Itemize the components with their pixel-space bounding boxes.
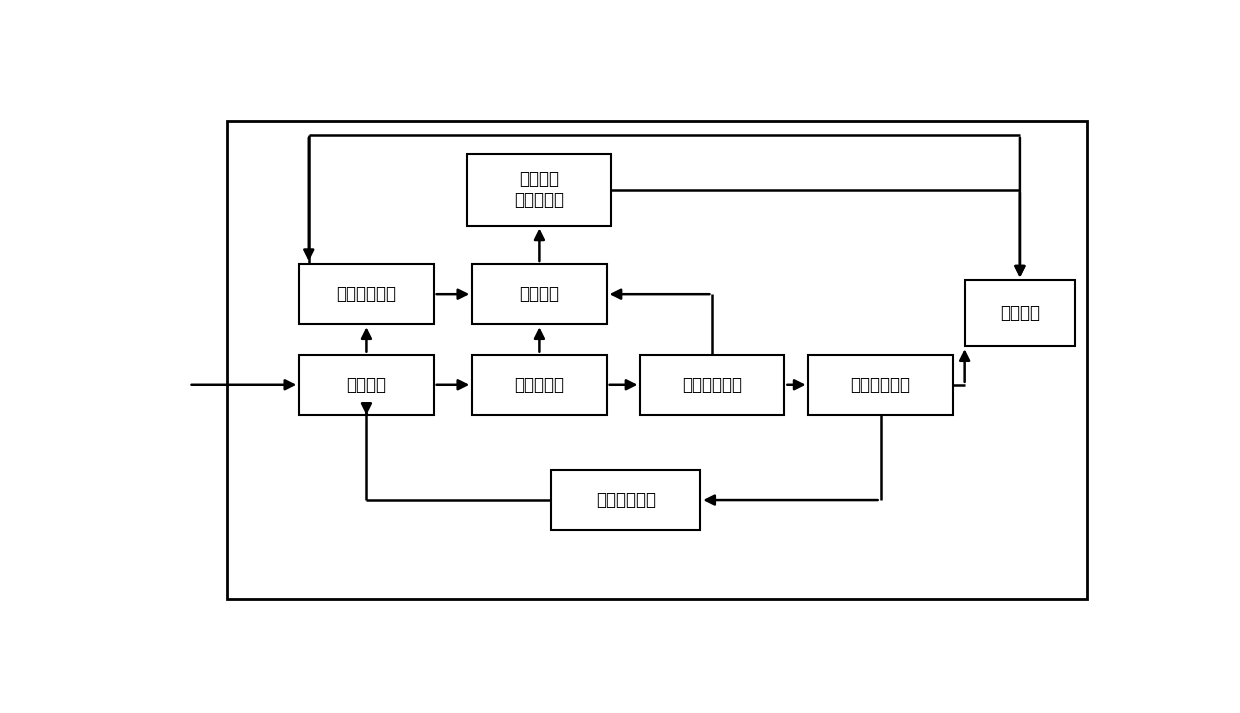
Text: 帧解析模块: 帧解析模块	[515, 376, 564, 394]
Text: 发送模块: 发送模块	[999, 304, 1040, 322]
Text: 接收模块: 接收模块	[346, 376, 387, 394]
Bar	[227, 121, 1087, 599]
Bar	[472, 354, 606, 415]
Bar	[467, 154, 611, 225]
Bar	[640, 354, 785, 415]
Text: 同步控制模块: 同步控制模块	[596, 491, 656, 509]
Text: 存储模块: 存储模块	[520, 285, 559, 303]
Text: 同步请求
帧组帧模块: 同步请求 帧组帧模块	[515, 170, 564, 210]
Bar	[552, 470, 701, 530]
Bar	[965, 280, 1075, 347]
Bar	[299, 264, 434, 324]
Bar	[299, 354, 434, 415]
Bar	[472, 264, 606, 324]
Text: 列表生成模块: 列表生成模块	[851, 376, 910, 394]
Bar	[808, 354, 952, 415]
Text: 数据处理模块: 数据处理模块	[682, 376, 743, 394]
Text: 打时间戳模块: 打时间戳模块	[336, 285, 397, 303]
